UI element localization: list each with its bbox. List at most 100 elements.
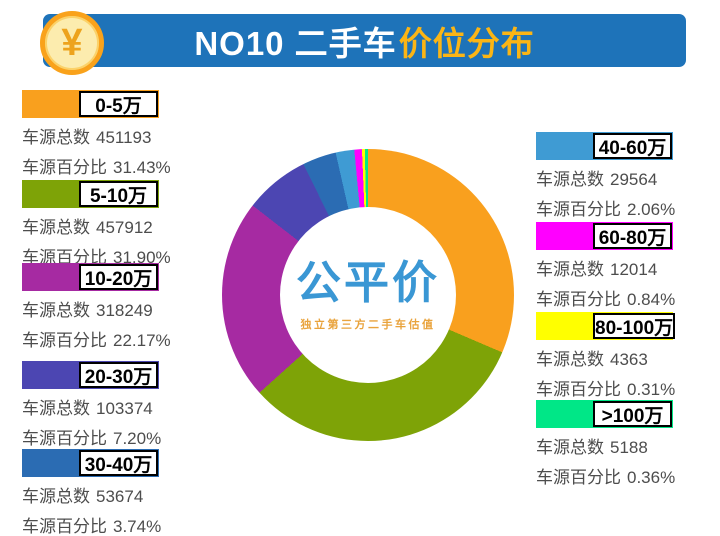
legend-percent-label: 车源百分比	[536, 380, 621, 399]
legend-count-line: 车源总数 12014	[536, 255, 686, 280]
legend-percent-label: 车源百分比	[22, 331, 107, 350]
legend-range-label: 30-40万	[79, 450, 158, 476]
legend-count-line: 车源总数 53674	[22, 482, 172, 507]
brand-tagline: 独立第三方二手车估值	[300, 318, 436, 331]
legend-percent-value: 3.74%	[113, 517, 162, 536]
legend-count-label: 车源总数	[536, 350, 604, 369]
legend-item: 30-40万 车源总数 53674 车源百分比 3.74%	[22, 449, 172, 536]
yen-coin-icon: ¥	[40, 11, 104, 75]
legend-color-swatch	[537, 401, 593, 427]
legend-item: 60-80万 车源总数 12014 车源百分比 0.84%	[536, 222, 686, 310]
legend-percent-line: 车源百分比 2.06%	[536, 195, 686, 220]
legend-header: 60-80万	[536, 222, 673, 250]
legend-header: 80-100万	[536, 312, 676, 340]
legend-header: 30-40万	[22, 449, 159, 477]
legend-item: 0-5万 车源总数 451193 车源百分比 31.43%	[22, 90, 172, 178]
header-banner: NO10 二手车价位分布	[43, 14, 686, 67]
legend-percent-value: 22.17%	[113, 331, 171, 350]
legend-count-value: 318249	[96, 301, 153, 320]
legend-header: 20-30万	[22, 361, 159, 389]
legend-count-label: 车源总数	[536, 260, 604, 279]
legend-count-line: 车源总数 103374	[22, 394, 172, 419]
legend-percent-value: 0.36%	[627, 468, 676, 487]
legend-count-value: 5188	[610, 438, 648, 457]
yen-symbol: ¥	[61, 22, 83, 64]
price-distribution-donut-chart: 公平价 独立第三方二手车估值	[222, 149, 514, 441]
legend-count-label: 车源总数	[536, 170, 604, 189]
legend-item: 20-30万 车源总数 103374 车源百分比 7.20%	[22, 361, 172, 449]
legend-count-label: 车源总数	[536, 438, 604, 457]
legend-range-label: >100万	[593, 401, 672, 427]
legend-count-label: 车源总数	[22, 487, 90, 506]
legend-header: 5-10万	[22, 180, 159, 208]
legend-count-line: 车源总数 457912	[22, 213, 172, 238]
legend-color-swatch	[537, 313, 593, 339]
legend-range-label: 0-5万	[79, 91, 158, 117]
legend-percent-line: 车源百分比 3.74%	[22, 512, 172, 536]
legend-count-line: 车源总数 5188	[536, 433, 686, 458]
legend-percent-label: 车源百分比	[536, 468, 621, 487]
legend-item: 5-10万 车源总数 457912 车源百分比 31.90%	[22, 180, 172, 268]
page-title-prefix: NO10 二手车	[194, 24, 397, 62]
legend-count-value: 457912	[96, 218, 153, 237]
legend-count-line: 车源总数 318249	[22, 296, 172, 321]
legend-item: >100万 车源总数 5188 车源百分比 0.36%	[536, 400, 686, 488]
legend-count-label: 车源总数	[22, 128, 90, 147]
page-title: NO10 二手车价位分布	[194, 17, 534, 65]
donut-center: 公平价 独立第三方二手车估值	[280, 207, 456, 383]
legend-percent-label: 车源百分比	[22, 429, 107, 448]
legend-percent-label: 车源百分比	[22, 158, 107, 177]
legend-percent-line: 车源百分比 22.17%	[22, 326, 172, 351]
legend-percent-label: 车源百分比	[536, 290, 621, 309]
legend-count-line: 车源总数 4363	[536, 345, 686, 370]
legend-count-label: 车源总数	[22, 399, 90, 418]
brand-logo: 公平价	[295, 257, 440, 309]
legend-item: 10-20万 车源总数 318249 车源百分比 22.17%	[22, 263, 172, 351]
legend-percent-label: 车源百分比	[22, 248, 107, 267]
legend-header: >100万	[536, 400, 673, 428]
legend-count-value: 29564	[610, 170, 658, 189]
legend-percent-value: 31.90%	[113, 248, 171, 267]
legend-percent-label: 车源百分比	[536, 200, 621, 219]
legend-percent-value: 31.43%	[113, 158, 171, 177]
legend-percent-value: 0.84%	[627, 290, 676, 309]
legend-count-value: 4363	[610, 350, 648, 369]
legend-header: 0-5万	[22, 90, 159, 118]
legend-count-label: 车源总数	[22, 301, 90, 320]
legend-range-label: 5-10万	[79, 181, 158, 207]
legend-color-swatch	[537, 223, 593, 249]
legend-item: 40-60万 车源总数 29564 车源百分比 2.06%	[536, 132, 686, 220]
legend-item: 80-100万 车源总数 4363 车源百分比 0.31%	[536, 312, 686, 400]
legend-count-line: 车源总数 451193	[22, 123, 172, 148]
legend-percent-line: 车源百分比 0.36%	[536, 463, 686, 488]
legend-range-label: 10-20万	[79, 264, 158, 290]
legend-percent-value: 2.06%	[627, 200, 676, 219]
page-title-highlight: 价位分布	[398, 24, 535, 62]
legend-color-swatch	[23, 264, 79, 290]
legend-header: 10-20万	[22, 263, 159, 291]
legend-range-label: 20-30万	[79, 362, 158, 388]
legend-color-swatch	[23, 181, 79, 207]
legend-count-value: 103374	[96, 399, 153, 418]
legend-count-line: 车源总数 29564	[536, 165, 686, 190]
legend-range-label: 40-60万	[593, 133, 672, 159]
legend-color-swatch	[23, 450, 79, 476]
legend-header: 40-60万	[536, 132, 673, 160]
legend-percent-value: 0.31%	[627, 380, 676, 399]
legend-color-swatch	[23, 91, 79, 117]
legend-range-label: 60-80万	[593, 223, 672, 249]
legend-percent-line: 车源百分比 31.90%	[22, 243, 172, 268]
legend-percent-line: 车源百分比 7.20%	[22, 424, 172, 449]
legend-color-swatch	[23, 362, 79, 388]
legend-percent-label: 车源百分比	[22, 517, 107, 536]
legend-count-value: 12014	[610, 260, 658, 279]
legend-count-value: 451193	[96, 128, 152, 147]
legend-percent-value: 7.20%	[113, 429, 162, 448]
legend-percent-line: 车源百分比 0.31%	[536, 375, 686, 400]
legend-color-swatch	[537, 133, 593, 159]
legend-percent-line: 车源百分比 31.43%	[22, 153, 172, 178]
legend-count-label: 车源总数	[22, 218, 90, 237]
legend-range-label: 80-100万	[593, 313, 676, 339]
legend-percent-line: 车源百分比 0.84%	[536, 285, 686, 310]
legend-count-value: 53674	[96, 487, 144, 506]
